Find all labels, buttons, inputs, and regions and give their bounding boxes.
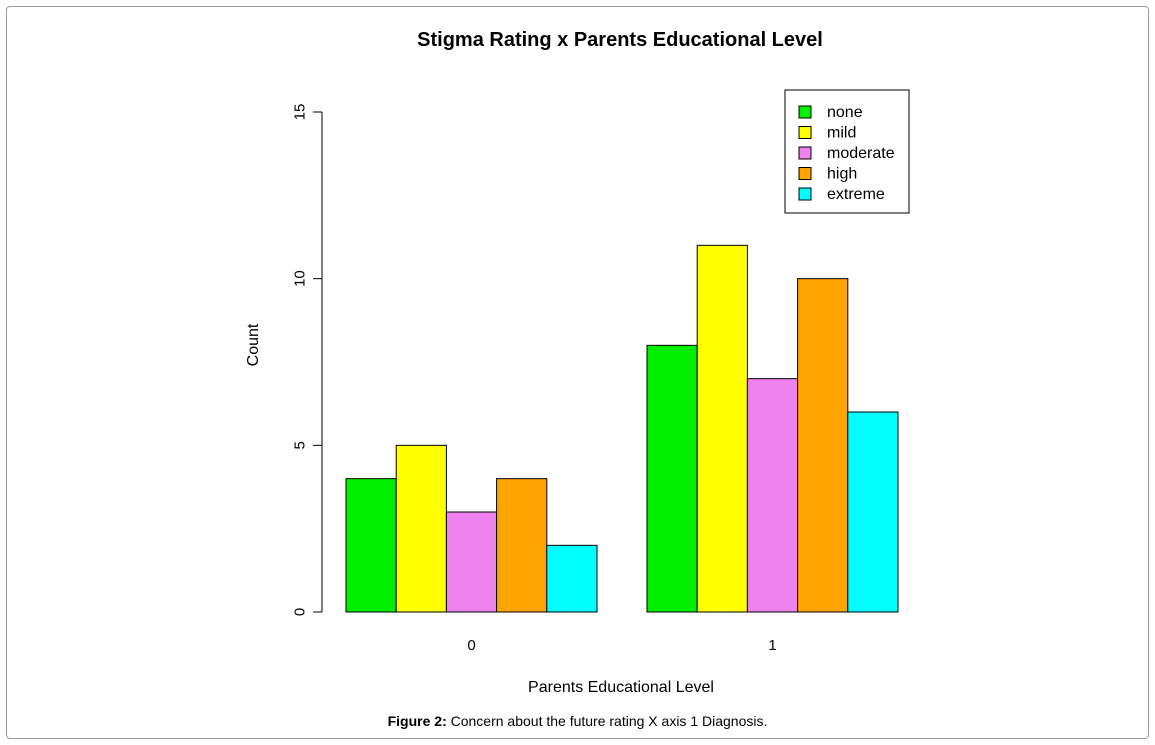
- bar-mild-0: [395, 444, 447, 613]
- bar-moderate-1: [746, 378, 799, 613]
- legend-label-high: high: [827, 166, 857, 183]
- bar-none-1: [646, 344, 698, 613]
- bars: [345, 244, 899, 613]
- caption-text: Concern about the future rating X axis 1…: [446, 713, 768, 729]
- y-axis-label: Count: [245, 323, 262, 366]
- legend-label-extreme: extreme: [827, 186, 885, 203]
- y-tick-label: 10: [292, 270, 309, 287]
- figure-frame: [6, 6, 1149, 739]
- y-axis: 0 5 10 15: [292, 104, 323, 616]
- legend-swatch-mild: [798, 126, 812, 139]
- y-tick-label: 15: [292, 104, 309, 121]
- legend-label-moderate: moderate: [827, 145, 895, 162]
- legend-label-none: none: [827, 104, 863, 121]
- legend-swatch-extreme: [798, 187, 812, 201]
- x-tick-label: 0: [467, 637, 475, 654]
- bar-extreme-0: [546, 544, 598, 613]
- bar-high-0: [496, 478, 548, 613]
- bar-mild-1: [696, 244, 748, 613]
- bar-none-0: [345, 478, 397, 613]
- legend-swatch-high: [798, 167, 812, 180]
- legend-swatch-none: [798, 105, 812, 119]
- caption-label: Figure 2:: [387, 713, 447, 729]
- x-axis-label: Parents Educational Level: [528, 679, 714, 696]
- bar-moderate-0: [445, 511, 498, 613]
- legend: none mild moderate high extreme: [784, 89, 910, 214]
- x-tick-label: 1: [768, 637, 776, 654]
- bar-extreme-1: [847, 411, 899, 613]
- y-tick-label: 0: [292, 608, 309, 616]
- figure-caption: Figure 2: Concern about the future ratin…: [0, 713, 1155, 729]
- legend-label-mild: mild: [827, 125, 856, 142]
- chart-title: Stigma Rating x Parents Educational Leve…: [417, 29, 823, 51]
- bar-high-1: [797, 278, 849, 613]
- y-tick-label: 5: [292, 441, 309, 449]
- legend-swatch-moderate: [798, 146, 812, 160]
